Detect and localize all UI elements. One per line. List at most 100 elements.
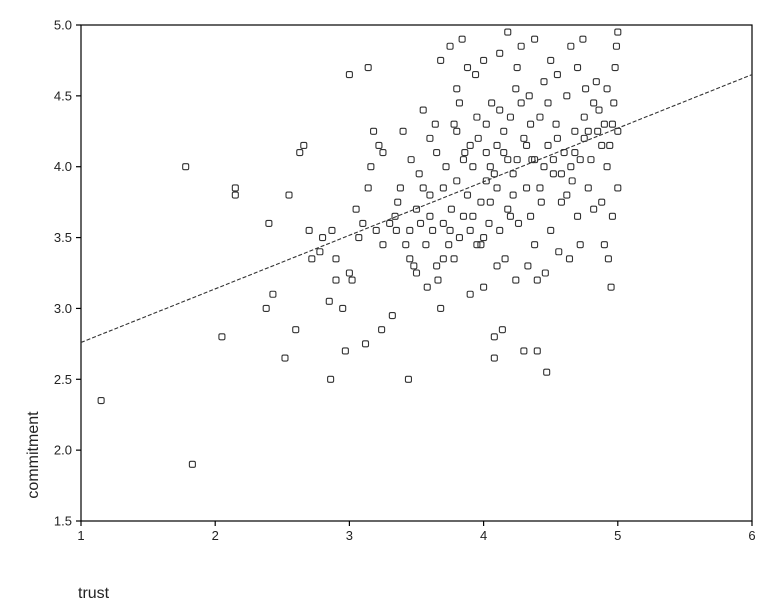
data-point (407, 156, 415, 164)
data-point (614, 127, 622, 135)
data-point (482, 148, 490, 157)
data-point (453, 85, 461, 93)
data-point (567, 42, 575, 50)
y-tick-label: 3.0 (54, 301, 72, 316)
data-point (231, 191, 239, 199)
data-point (603, 85, 611, 93)
data-point (292, 326, 300, 334)
data-point (553, 71, 561, 79)
data-point (434, 276, 442, 284)
data-point (493, 262, 501, 270)
data-point (606, 141, 614, 150)
data-point (493, 141, 501, 150)
data-point (512, 276, 520, 284)
data-point (416, 219, 425, 227)
data-point (490, 170, 498, 178)
data-point (461, 148, 469, 157)
data-point (447, 205, 455, 213)
data-point (361, 340, 370, 348)
data-point (584, 184, 592, 192)
y-tick-label: 4.0 (54, 159, 72, 174)
data-point (598, 198, 606, 206)
data-point (341, 347, 349, 355)
data-point (459, 212, 468, 220)
data-point (406, 226, 414, 235)
data-point (332, 276, 340, 284)
data-point (455, 234, 463, 242)
data-point (600, 120, 608, 128)
data-point (490, 354, 498, 362)
data-point (305, 226, 313, 235)
data-point (392, 226, 400, 235)
data-point (513, 156, 521, 164)
data-point (513, 63, 521, 72)
data-point (486, 198, 494, 206)
plot-frame (80, 24, 753, 522)
data-point (446, 42, 454, 50)
y-axis: 1.5 2.0 2.5 3.0 3.5 4.0 4.5 5.0 (54, 18, 81, 529)
data-point (549, 170, 557, 178)
y-tick-label: 5.0 (54, 18, 72, 33)
data-point (471, 71, 480, 79)
data-point (576, 241, 584, 249)
data-point (614, 28, 622, 36)
data-point (509, 170, 517, 178)
data-point (496, 106, 504, 114)
data-point (402, 241, 410, 249)
data-point (607, 283, 615, 291)
data-point (459, 156, 468, 164)
data-point (610, 99, 618, 107)
data-point (419, 106, 427, 114)
data-point (339, 304, 347, 312)
data-point (439, 255, 447, 263)
data-point (364, 63, 372, 72)
data-point (604, 255, 612, 263)
data-points (97, 28, 622, 468)
data-point (592, 78, 600, 86)
data-point (488, 99, 496, 107)
data-point (595, 106, 603, 114)
data-point (493, 184, 501, 192)
data-point (498, 326, 506, 334)
data-point (437, 56, 445, 64)
data-point (463, 63, 472, 72)
data-point (352, 205, 360, 213)
data-point (182, 163, 190, 171)
data-point (496, 49, 504, 57)
x-tick-label: 3 (346, 528, 353, 543)
data-point (603, 163, 611, 171)
y-tick-label: 3.5 (54, 230, 72, 245)
data-point (437, 304, 445, 312)
data-point (520, 347, 528, 355)
data-point (614, 184, 622, 192)
data-point (608, 120, 616, 128)
data-point (426, 191, 434, 199)
data-point (404, 375, 412, 383)
data-point (522, 141, 531, 150)
data-point (453, 177, 461, 185)
data-point (547, 226, 555, 235)
data-point (446, 226, 454, 235)
data-point (379, 241, 387, 249)
data-point (473, 241, 481, 249)
data-point (231, 184, 239, 192)
data-point (590, 99, 598, 107)
data-point (439, 184, 447, 192)
data-point (325, 297, 333, 305)
data-point (594, 127, 602, 135)
data-point (367, 163, 375, 171)
data-point (552, 120, 560, 128)
data-point (584, 127, 592, 135)
data-point (316, 248, 324, 256)
data-point (375, 141, 383, 150)
data-point (520, 134, 528, 142)
x-tick-label: 6 (748, 528, 755, 543)
y-tick-label: 4.5 (54, 88, 72, 103)
x-tick-label: 4 (480, 528, 487, 543)
data-point (433, 262, 441, 270)
data-point (458, 35, 466, 43)
data-point (540, 78, 548, 86)
data-point (327, 375, 335, 383)
data-point (573, 63, 582, 72)
